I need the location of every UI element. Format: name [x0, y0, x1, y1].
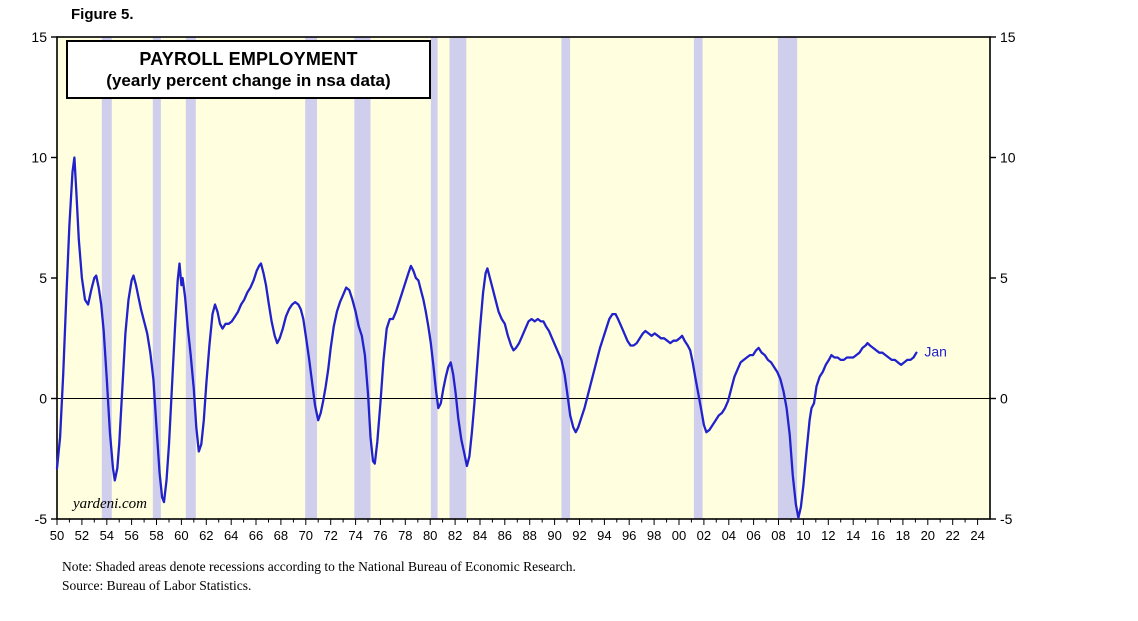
x-axis-label: 12 [821, 528, 835, 543]
plot-background [57, 37, 990, 519]
x-axis-label: 62 [199, 528, 213, 543]
y-axis-label-left: 0 [39, 391, 47, 407]
y-axis-label-left: 10 [31, 150, 47, 166]
recession-band [777, 37, 798, 519]
chart-title: PAYROLL EMPLOYMENT [139, 49, 358, 69]
note-line: Note: Shaded areas denote recessions acc… [62, 559, 576, 574]
plot-frame [56, 36, 991, 520]
x-axis-label: 04 [722, 528, 736, 543]
x-axis-label: 70 [299, 528, 313, 543]
x-axis-label: 78 [398, 528, 412, 543]
x-axis-label: 88 [522, 528, 536, 543]
y-axis-label-right: 0 [1000, 391, 1008, 407]
x-axis-label: 06 [746, 528, 760, 543]
y-axis-label-right: 10 [1000, 150, 1016, 166]
x-axis-label: 84 [473, 528, 487, 543]
x-axis-label: 14 [846, 528, 860, 543]
x-axis-label: 16 [871, 528, 885, 543]
recession-band [101, 37, 112, 519]
recession-band [185, 37, 196, 519]
x-axis-label: 68 [274, 528, 288, 543]
x-axis-label: 80 [423, 528, 437, 543]
recession-band [152, 37, 161, 519]
x-axis-label: 02 [697, 528, 711, 543]
x-axis-label: 18 [896, 528, 910, 543]
x-axis-label: 08 [771, 528, 785, 543]
x-axis-label: 24 [970, 528, 984, 543]
x-axis-label: 94 [597, 528, 611, 543]
figure-label: Figure 5. [71, 6, 134, 23]
chart-title-box: PAYROLL EMPLOYMENT (yearly percent chang… [66, 40, 431, 99]
x-axis-label: 20 [921, 528, 935, 543]
recession-band [693, 37, 703, 519]
payroll-employment-line [55, 156, 918, 519]
watermark-text: yardeni.com [71, 496, 147, 512]
x-axis-label: 96 [622, 528, 636, 543]
x-axis-label: 66 [249, 528, 263, 543]
recession-band [354, 37, 371, 519]
recession-band [561, 37, 571, 519]
y-axis-label-left: 15 [31, 29, 47, 45]
source-line: Source: Bureau of Labor Statistics. [62, 577, 252, 593]
x-axis-label: 22 [945, 528, 959, 543]
y-axis-label-left: -5 [35, 511, 48, 527]
x-axis-label: 82 [448, 528, 462, 543]
series-end-label: Jan [924, 344, 947, 360]
x-axis-label: 56 [124, 528, 138, 543]
x-axis-label: 74 [348, 528, 362, 543]
x-axis-label: 90 [547, 528, 561, 543]
x-axis-label: 50 [50, 528, 64, 543]
x-axis-label: 64 [224, 528, 238, 543]
x-axis-label: 76 [373, 528, 387, 543]
chart-subtitle: (yearly percent change in nsa data) [106, 71, 391, 90]
y-axis-label-right: 5 [1000, 270, 1008, 286]
x-axis-label: 72 [323, 528, 337, 543]
x-axis-label: 98 [647, 528, 661, 543]
x-axis-label: 58 [149, 528, 163, 543]
x-axis-label: 60 [174, 528, 188, 543]
recession-band [430, 37, 438, 519]
x-axis-label: 10 [796, 528, 810, 543]
y-axis-label-right: 15 [1000, 29, 1016, 45]
y-axis-label-right: -5 [1000, 511, 1013, 527]
footnotes: Note: Shaded areas denote recessions acc… [62, 558, 576, 596]
x-axis-label: 54 [100, 528, 114, 543]
x-axis-label: 00 [672, 528, 686, 543]
x-axis-label: 52 [75, 528, 89, 543]
x-axis-label: 92 [572, 528, 586, 543]
y-axis-label-left: 5 [39, 270, 47, 286]
x-axis-label: 86 [498, 528, 512, 543]
recession-band [305, 37, 317, 519]
